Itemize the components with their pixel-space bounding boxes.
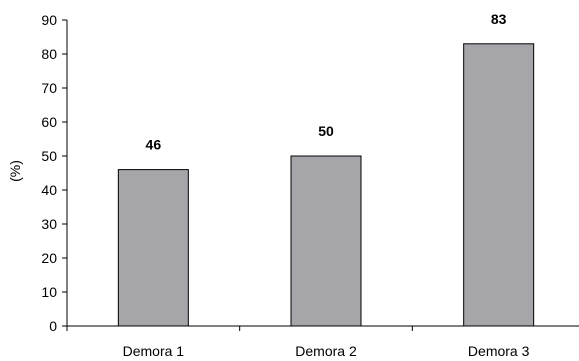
- data-label-2: 50: [318, 123, 334, 139]
- y-tick-label: 70: [41, 80, 57, 96]
- data-label-3: 83: [491, 11, 507, 27]
- y-tick-label: 90: [41, 12, 57, 28]
- category-label-1: Demora 1: [123, 343, 185, 359]
- bar-3: [463, 43, 535, 327]
- bar-1: [117, 169, 189, 327]
- y-tick-label: 0: [49, 318, 57, 334]
- y-tick-label: 30: [41, 216, 57, 232]
- y-axis-ticks: 0 10 20 30 40 50 60 70 80 90: [41, 12, 67, 334]
- bar-2: [290, 155, 362, 327]
- y-tick-label: 20: [41, 250, 57, 266]
- y-tick-label: 60: [41, 114, 57, 130]
- y-axis-title: (%): [7, 160, 23, 182]
- y-tick-label: 40: [41, 182, 57, 198]
- category-label-3: Demora 3: [468, 343, 530, 359]
- y-tick-label: 50: [41, 148, 57, 164]
- bars: [117, 43, 535, 327]
- y-tick-label: 10: [41, 284, 57, 300]
- y-tick-label: 80: [41, 46, 57, 62]
- x-axis-categories: Demora 1 Demora 2 Demora 3: [123, 343, 530, 359]
- data-label-1: 46: [146, 137, 162, 153]
- category-label-2: Demora 2: [295, 343, 357, 359]
- data-labels: 46 50 83: [146, 11, 507, 153]
